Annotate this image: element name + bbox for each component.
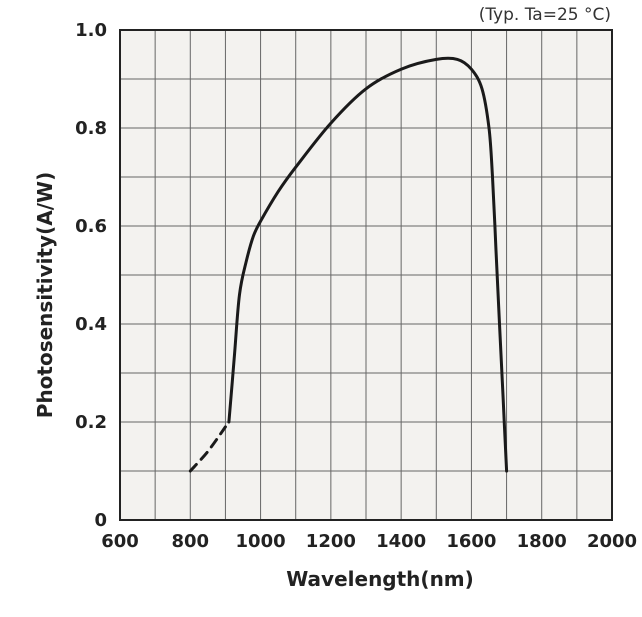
grid-lines: [120, 30, 612, 520]
data-series: [188, 56, 509, 473]
x-axis-title: Wavelength(nm): [286, 567, 474, 591]
x-tick-label: 1800: [517, 531, 567, 552]
y-tick-label: 0.8: [75, 118, 107, 139]
x-tick-label: 600: [101, 531, 139, 552]
y-tick-label: 0.4: [75, 314, 107, 335]
x-tick-label: 1200: [306, 531, 356, 552]
y-tick-label: 0.6: [75, 216, 107, 237]
y-tick-labels: 0 0.2 0.4 0.6 0.8 1.0: [75, 20, 107, 531]
condition-note: (Typ. Ta=25 °C): [479, 5, 611, 25]
plot-frame: [119, 29, 613, 521]
x-tick-labels: 600 800 1000 1200 1400 1600 1800 2000: [101, 531, 637, 552]
series-line-dashed: [188, 425, 227, 473]
x-tick-label: 2000: [587, 531, 637, 552]
x-tick-label: 1600: [446, 531, 496, 552]
y-axis-title: Photosensitivity(A/W): [33, 172, 57, 418]
y-tick-label: 1.0: [75, 20, 107, 41]
x-tick-label: 1000: [236, 531, 286, 552]
x-tick-label: 1400: [376, 531, 426, 552]
y-tick-label: 0.2: [75, 412, 107, 433]
y-tick-label: 0: [94, 510, 107, 531]
x-tick-label: 800: [171, 531, 209, 552]
series-line-solid: [227, 56, 509, 473]
